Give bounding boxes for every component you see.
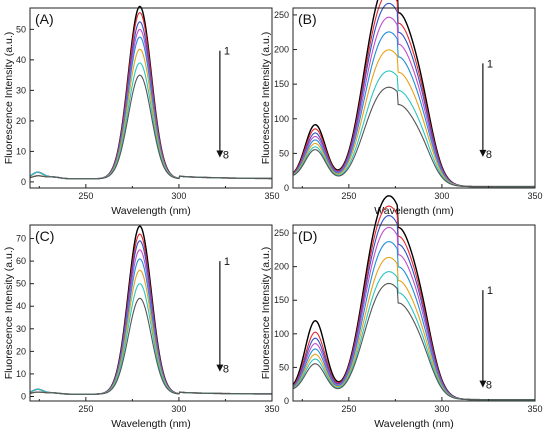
x-tick-label: 300	[171, 404, 186, 414]
arrow-end-label: 8	[486, 380, 492, 392]
x-tick-label: 350	[264, 404, 279, 414]
y-tick-label: 50	[279, 148, 289, 158]
x-tick-label: 350	[527, 191, 542, 201]
y-axis-title: Fluorescence Intensity (a.u.)	[3, 247, 15, 379]
panel-label: (B)	[298, 11, 317, 27]
y-tick-label: 0	[284, 396, 289, 406]
plot-frame	[29, 224, 273, 402]
y-tick-label: 70	[16, 234, 26, 244]
y-tick-label: 100	[274, 329, 289, 339]
x-tick-label: 250	[78, 404, 93, 414]
x-axis-title: Wavelength (nm)	[111, 418, 191, 430]
y-tick-label: 0	[284, 183, 289, 193]
arrow-head-icon	[216, 364, 224, 372]
arrow-start-label: 1	[224, 46, 230, 58]
series-line-8	[29, 74, 273, 180]
arrow-start-label: 1	[487, 285, 493, 297]
x-tick-label: 250	[341, 191, 356, 201]
x-axis-title: Wavelength (nm)	[374, 418, 454, 430]
panel-b: 250 300 350 0 50 100 150 200 250 Wavelength (nm) F…	[260, 0, 543, 217]
x-tick-label: 300	[434, 191, 449, 201]
panel-label: (C)	[35, 228, 54, 244]
y-tick-label: 150	[274, 79, 289, 89]
y-tick-label: 250	[274, 10, 289, 20]
series-line-6	[292, 256, 535, 401]
arrow-end-label: 8	[223, 364, 229, 376]
y-tick-label: 40	[16, 301, 26, 311]
y-axis-title: Fluorescence Intensity (a.u.)	[260, 32, 272, 164]
arrow-end-label: 8	[486, 149, 492, 161]
panel-label: (D)	[298, 228, 317, 244]
x-axis-title: Wavelength (nm)	[111, 205, 191, 217]
arrow-end-label: 8	[223, 149, 229, 161]
x-axis-title: Wavelength (nm)	[374, 205, 454, 217]
y-axis-title: Fluorescence Intensity (a.u.)	[260, 247, 272, 379]
x-tick-label: 300	[171, 191, 186, 201]
x-tick-label: 250	[78, 191, 93, 201]
y-tick-label: 50	[279, 362, 289, 372]
y-tick-label: 20	[16, 346, 26, 356]
y-tick-label: 200	[274, 262, 289, 272]
y-tick-label: 30	[16, 324, 26, 334]
y-tick-label: 150	[274, 295, 289, 305]
arrow-start-label: 1	[224, 256, 230, 268]
y-tick-label: 20	[16, 116, 26, 126]
plot-frame	[292, 7, 536, 189]
series-line-3	[292, 215, 535, 401]
y-axis-title: Fluorescence Intensity (a.u.)	[3, 32, 15, 164]
y-tick-label: 0	[21, 177, 26, 187]
y-tick-label: 50	[16, 279, 26, 289]
x-tick-label: 300	[434, 404, 449, 414]
y-tick-label: 50	[16, 24, 26, 34]
panel-label: (A)	[35, 11, 54, 27]
series-line-8	[292, 86, 535, 188]
y-tick-label: 10	[16, 369, 26, 379]
arrow-head-icon	[479, 380, 487, 388]
x-tick-label: 350	[264, 191, 279, 201]
y-tick-label: 60	[16, 256, 26, 266]
x-tick-label: 250	[341, 404, 356, 414]
panel-d: 250 300 350 0 50 100 150 200 250 Wavelength (nm) F…	[260, 195, 543, 430]
y-tick-label: 30	[16, 85, 26, 95]
y-tick-label: 200	[274, 45, 289, 55]
panel-c: 250 300 350 0 10 20 30 40 50 60 70 Wavelength (nm) F…	[3, 224, 280, 430]
plot-frame	[292, 224, 536, 402]
arrow-head-icon	[216, 150, 224, 158]
y-tick-label: 0	[21, 391, 26, 401]
x-tick-label: 350	[527, 404, 542, 414]
panel-a: 250 300 350 0 10 20 30 40 50 Wavelength (nm) Fluor…	[3, 5, 280, 217]
arrow-head-icon	[479, 149, 487, 157]
series-line-8	[292, 282, 535, 401]
y-tick-label: 10	[16, 146, 26, 156]
series-line-7	[292, 271, 535, 401]
series-line-8	[29, 297, 273, 395]
y-tick-label: 40	[16, 55, 26, 65]
y-tick-label: 250	[274, 228, 289, 238]
plot-frame	[29, 7, 273, 189]
y-tick-label: 100	[274, 114, 289, 124]
arrow-start-label: 1	[487, 58, 493, 70]
